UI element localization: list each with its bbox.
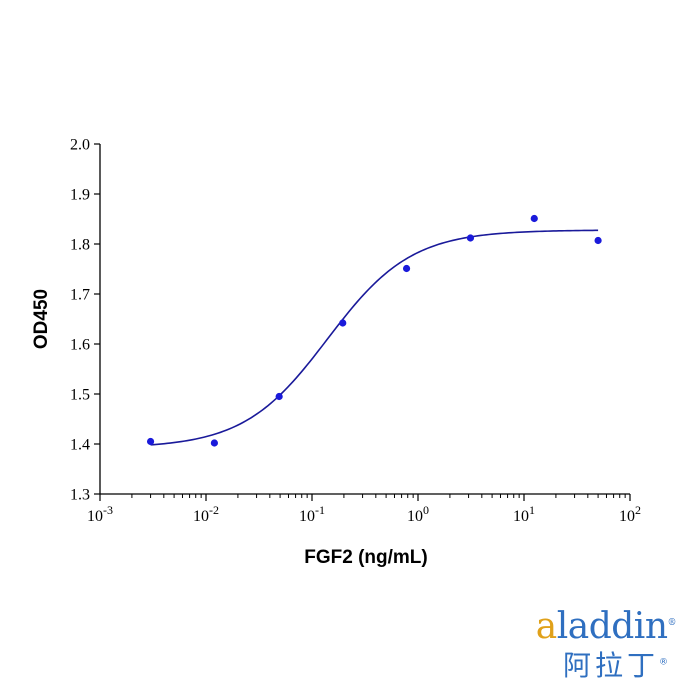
logo-chinese-name: 阿拉丁® [562, 649, 672, 682]
x-tick-label: 10-3 [87, 503, 113, 525]
y-axis-title: OD450 [31, 289, 52, 349]
x-axis-title: FGF2 (ng/mL) [304, 547, 427, 568]
data-point [275, 392, 283, 401]
y-tick-label: 2.0 [70, 137, 90, 154]
data-point [530, 214, 538, 223]
data-points [146, 214, 602, 447]
x-tick-label: 101 [513, 503, 535, 525]
axes [99, 144, 630, 495]
brand-logo: aladdin® 阿拉丁® [526, 606, 677, 686]
y-tick-label: 1.7 [70, 287, 90, 304]
y-axis-ticks: 1.3 1.4 1.5 1.6 1.7 1.8 1.9 2.0 [70, 137, 100, 504]
x-tick-label: 10-2 [193, 503, 219, 525]
fit-curve [150, 229, 599, 446]
data-point [594, 236, 602, 245]
y-tick-label: 1.3 [70, 487, 90, 504]
y-tick-label: 1.5 [70, 387, 90, 404]
logo-wordmark: aladdin® [535, 606, 677, 647]
x-tick-label: 102 [619, 503, 641, 525]
y-tick-label: 1.8 [70, 237, 90, 254]
y-tick-label: 1.4 [70, 437, 90, 454]
data-point [402, 264, 411, 273]
x-axis-ticks: 10-3 10-2 10-1 100 101 102 [87, 494, 641, 525]
data-point [210, 439, 218, 447]
data-point [339, 319, 347, 327]
y-tick-label: 1.9 [70, 187, 90, 204]
data-point [146, 437, 155, 446]
y-tick-label: 1.6 [70, 337, 90, 354]
data-point [466, 234, 475, 242]
x-tick-label: 10-1 [299, 503, 325, 525]
x-tick-label: 100 [407, 503, 429, 525]
